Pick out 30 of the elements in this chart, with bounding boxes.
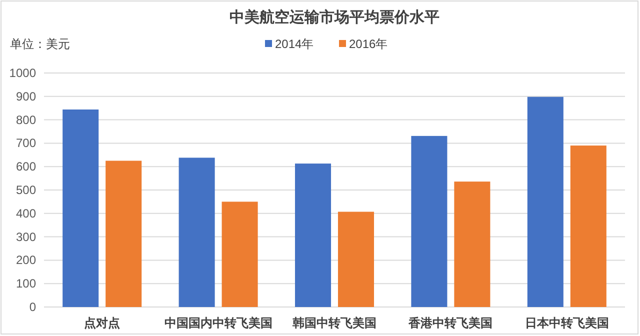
bar [570, 146, 606, 307]
y-tick-label: 700 [16, 136, 36, 150]
bar [338, 212, 374, 307]
y-tick-label: 100 [16, 276, 36, 291]
bar [62, 110, 99, 307]
bar [106, 160, 142, 307]
x-tick-label: 点对点 [84, 316, 120, 330]
y-tick-label: 200 [16, 253, 36, 268]
y-tick-label: 900 [16, 89, 36, 104]
legend-label: 2014年 [275, 37, 314, 51]
y-tick-label: 500 [16, 183, 36, 197]
y-tick-label: 800 [16, 112, 36, 127]
bar [178, 158, 215, 307]
bar [527, 96, 564, 307]
legend-label: 2016年 [349, 37, 388, 51]
x-tick-label: 日本中转飞美国 [524, 316, 609, 330]
bar [294, 164, 332, 307]
y-tick-label: 0 [29, 300, 36, 314]
y-axis-title: 单位：美元 [10, 37, 70, 51]
bar [411, 136, 448, 307]
y-tick-label: 1000 [9, 66, 36, 80]
x-tick-label: 韩国中转飞美国 [292, 316, 376, 330]
y-tick-label: 300 [16, 230, 36, 244]
x-tick-label: 中国国内中转飞美国 [164, 316, 272, 330]
x-tick-label: 香港中转飞美国 [408, 316, 493, 330]
bar [222, 202, 258, 307]
y-tick-label: 600 [16, 160, 36, 174]
bar [454, 182, 490, 307]
chart-title: 中美航空运输市场平均票价水平 [230, 8, 440, 26]
y-tick-label: 400 [16, 206, 36, 220]
